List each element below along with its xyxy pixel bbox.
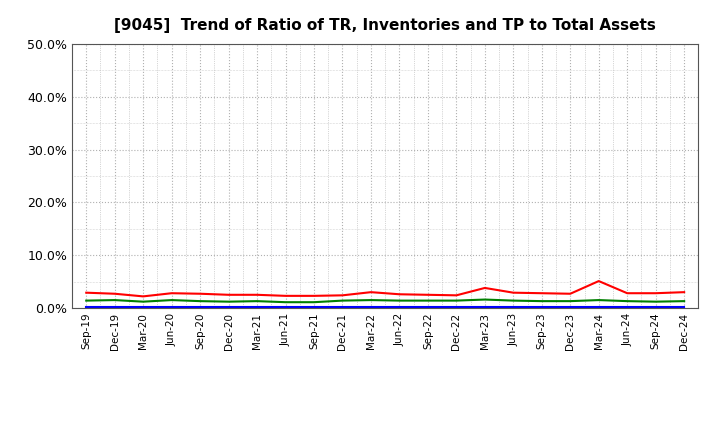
Trade Payables <box>566 298 575 304</box>
Trade Payables <box>680 298 688 304</box>
Trade Receivables <box>310 293 318 298</box>
Trade Payables <box>282 300 290 305</box>
Trade Payables <box>82 298 91 303</box>
Trade Payables <box>480 297 489 302</box>
Trade Receivables <box>366 290 375 295</box>
Inventories <box>452 304 461 310</box>
Inventories <box>253 304 261 310</box>
Inventories <box>282 304 290 310</box>
Inventories <box>623 304 631 310</box>
Trade Receivables <box>537 290 546 296</box>
Inventories <box>509 304 518 310</box>
Trade Receivables <box>509 290 518 295</box>
Inventories <box>423 304 432 310</box>
Inventories <box>680 304 688 310</box>
Inventories <box>196 304 204 310</box>
Trade Receivables <box>680 290 688 295</box>
Inventories <box>566 304 575 310</box>
Trade Receivables <box>139 294 148 299</box>
Trade Receivables <box>338 293 347 298</box>
Trade Receivables <box>225 292 233 297</box>
Trade Receivables <box>110 291 119 297</box>
Trade Receivables <box>623 290 631 296</box>
Trade Payables <box>395 298 404 303</box>
Inventories <box>310 304 318 310</box>
Trade Payables <box>139 299 148 304</box>
Trade Payables <box>253 298 261 304</box>
Inventories <box>480 304 489 310</box>
Trade Payables <box>595 297 603 303</box>
Inventories <box>395 304 404 310</box>
Trade Receivables <box>480 285 489 290</box>
Trade Receivables <box>652 290 660 296</box>
Line: Trade Payables: Trade Payables <box>86 300 684 302</box>
Inventories <box>82 304 91 310</box>
Trade Receivables <box>253 292 261 297</box>
Trade Payables <box>623 298 631 304</box>
Inventories <box>338 304 347 310</box>
Trade Receivables <box>82 290 91 295</box>
Inventories <box>225 304 233 310</box>
Title: [9045]  Trend of Ratio of TR, Inventories and TP to Total Assets: [9045] Trend of Ratio of TR, Inventories… <box>114 18 656 33</box>
Inventories <box>652 304 660 310</box>
Trade Payables <box>423 298 432 303</box>
Line: Trade Receivables: Trade Receivables <box>86 281 684 297</box>
Inventories <box>167 304 176 310</box>
Trade Receivables <box>595 279 603 284</box>
Trade Payables <box>310 300 318 305</box>
Trade Payables <box>338 298 347 303</box>
Trade Payables <box>110 297 119 303</box>
Trade Payables <box>537 298 546 304</box>
Trade Receivables <box>167 290 176 296</box>
Inventories <box>366 304 375 310</box>
Trade Payables <box>167 297 176 303</box>
Trade Payables <box>366 297 375 303</box>
Inventories <box>110 304 119 310</box>
Inventories <box>139 304 148 310</box>
Trade Payables <box>509 298 518 303</box>
Trade Receivables <box>395 292 404 297</box>
Inventories <box>595 304 603 310</box>
Trade Receivables <box>423 292 432 297</box>
Trade Receivables <box>566 291 575 297</box>
Trade Payables <box>225 299 233 304</box>
Inventories <box>537 304 546 310</box>
Trade Payables <box>652 299 660 304</box>
Trade Payables <box>196 298 204 304</box>
Trade Payables <box>452 298 461 303</box>
Trade Receivables <box>196 291 204 297</box>
Trade Receivables <box>452 293 461 298</box>
Trade Receivables <box>282 293 290 298</box>
